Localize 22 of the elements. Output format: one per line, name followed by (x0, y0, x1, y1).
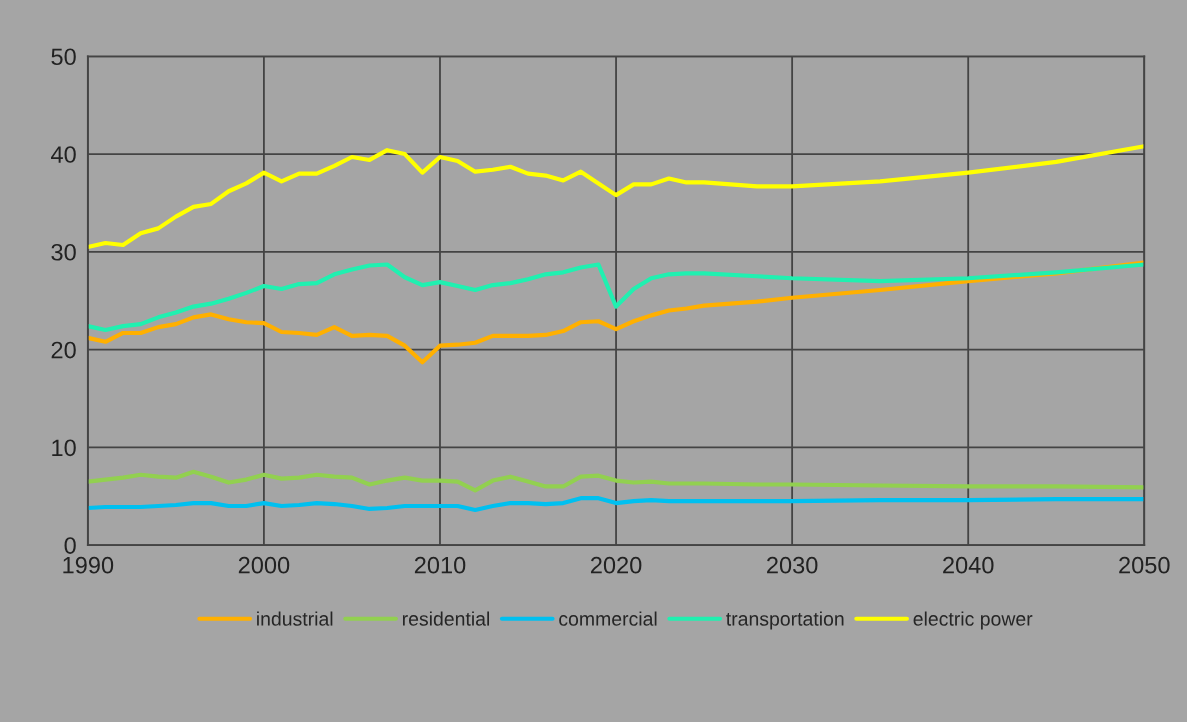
x-tick-label: 2040 (943, 556, 994, 574)
line-series (87, 262, 1145, 333)
x-tick-label: 1990 (63, 556, 114, 574)
line-series (87, 469, 1145, 493)
x-tick-label: 2000 (238, 556, 290, 574)
y-tick-label: 50 (51, 48, 76, 66)
x-tick-label: 2030 (767, 556, 818, 574)
y-tick-label: 0 (64, 537, 76, 554)
x-tick-label: 2020 (590, 556, 642, 574)
y-tick-label: 20 (51, 341, 76, 359)
legend-label: electric power (913, 611, 1033, 630)
y-tick-label: 10 (52, 439, 76, 457)
line-series (87, 496, 1145, 513)
legend-label: residential (402, 611, 489, 626)
legend-label: commercial (559, 611, 657, 626)
x-tick-label: 2050 (1119, 556, 1170, 574)
y-tick-label: 40 (51, 146, 76, 163)
y-tick-label: 30 (51, 243, 76, 261)
x-tick-label: 2010 (414, 556, 466, 574)
line-series (87, 144, 1145, 250)
legend-label: transportation (726, 611, 844, 630)
legend-label: industrial (257, 611, 333, 626)
